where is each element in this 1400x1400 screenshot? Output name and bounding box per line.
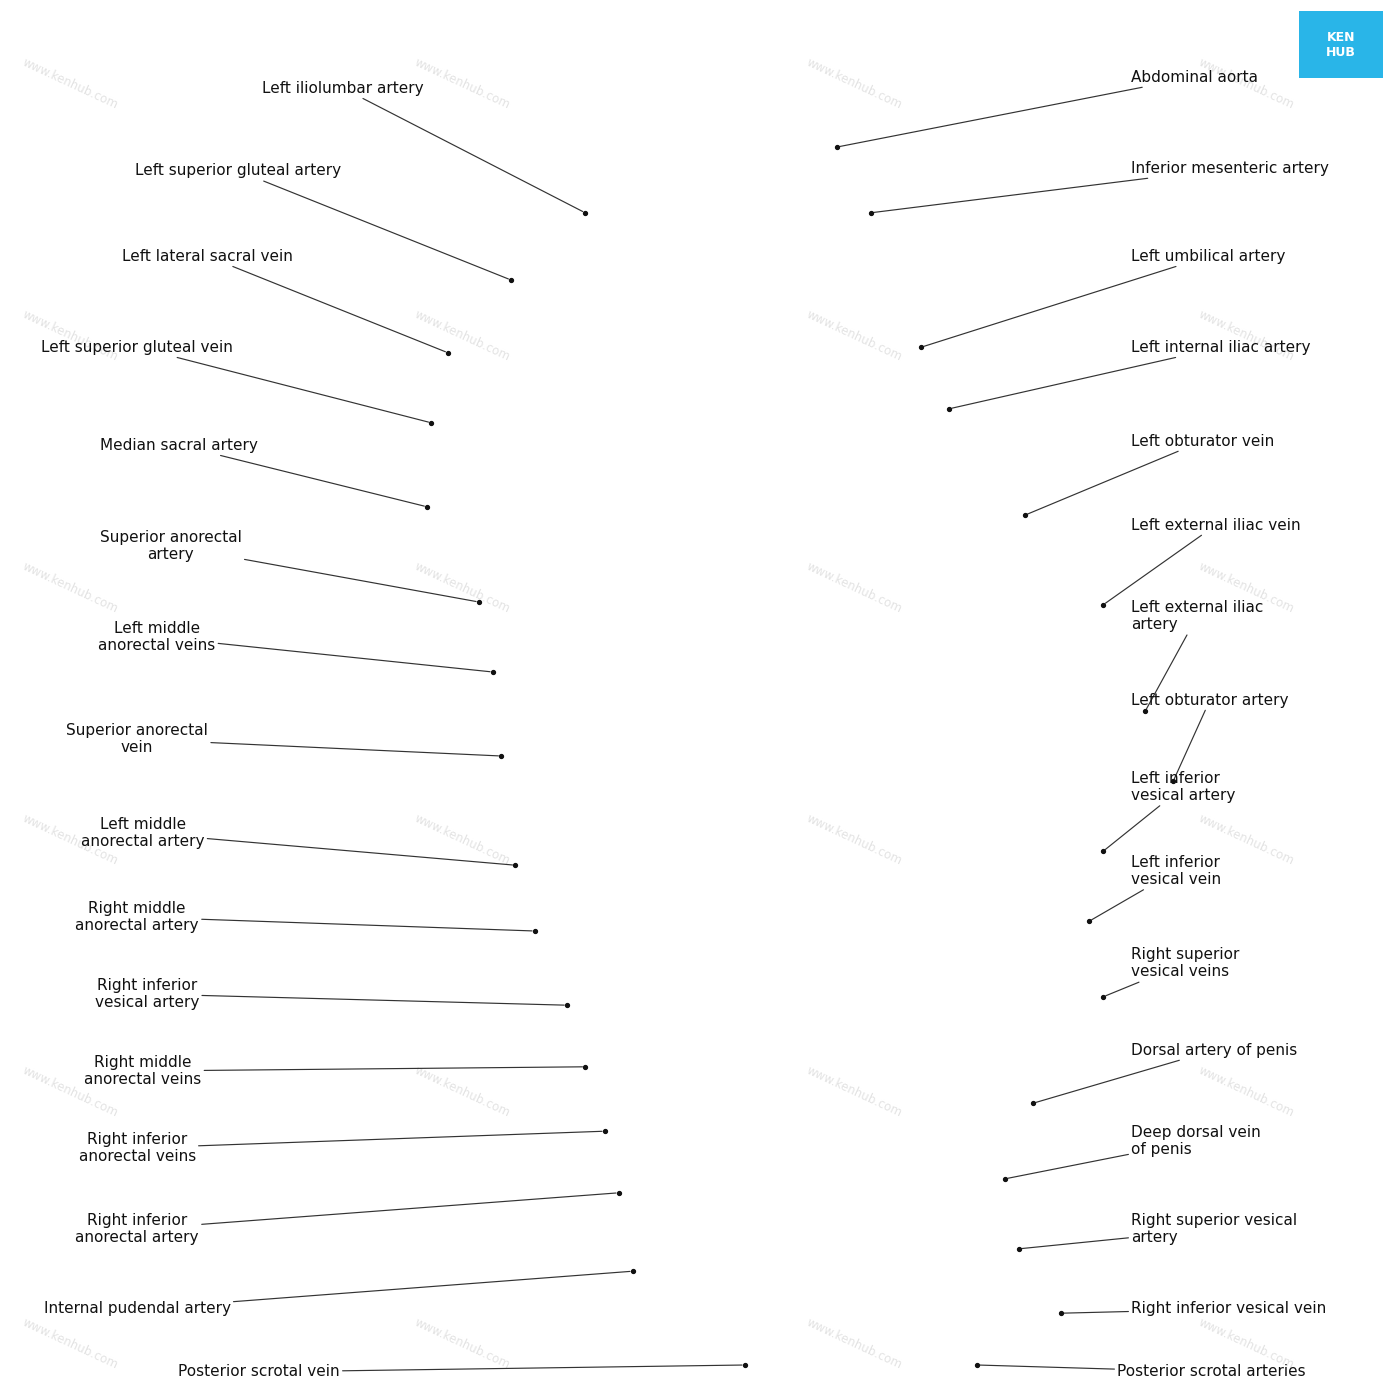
Text: www.kenhub.com: www.kenhub.com [1196,56,1296,112]
Text: Left obturator artery: Left obturator artery [1131,693,1288,778]
Text: Deep dorsal vein
of penis: Deep dorsal vein of penis [1008,1124,1261,1179]
Text: Median sacral artery: Median sacral artery [101,438,424,507]
Text: www.kenhub.com: www.kenhub.com [804,56,904,112]
Text: www.kenhub.com: www.kenhub.com [412,1316,512,1372]
Text: Right superior vesical
artery: Right superior vesical artery [1022,1212,1298,1249]
Text: www.kenhub.com: www.kenhub.com [804,560,904,616]
Text: www.kenhub.com: www.kenhub.com [20,1316,120,1372]
Text: Left obturator vein: Left obturator vein [1028,434,1274,514]
Text: Right inferior
anorectal artery: Right inferior anorectal artery [76,1193,616,1246]
Text: Posterior scrotal arteries: Posterior scrotal arteries [980,1365,1306,1379]
Text: Superior anorectal
vein: Superior anorectal vein [66,722,498,756]
Text: www.kenhub.com: www.kenhub.com [412,56,512,112]
Text: Right inferior
anorectal veins: Right inferior anorectal veins [78,1131,602,1165]
FancyBboxPatch shape [1299,11,1383,78]
Text: www.kenhub.com: www.kenhub.com [1196,308,1296,364]
Text: www.kenhub.com: www.kenhub.com [412,1064,512,1120]
Text: www.kenhub.com: www.kenhub.com [1196,1316,1296,1372]
Text: www.kenhub.com: www.kenhub.com [20,1064,120,1120]
Text: Right superior
vesical veins: Right superior vesical veins [1106,946,1239,995]
Text: www.kenhub.com: www.kenhub.com [20,812,120,868]
Text: Left external iliac vein: Left external iliac vein [1106,518,1301,603]
Text: Superior anorectal
artery: Superior anorectal artery [99,529,476,602]
Text: www.kenhub.com: www.kenhub.com [20,56,120,112]
Text: Right middle
anorectal veins: Right middle anorectal veins [84,1054,582,1088]
Text: Left middle
anorectal veins: Left middle anorectal veins [98,620,490,672]
Text: Internal pudendal artery: Internal pudendal artery [43,1271,630,1316]
Text: Inferior mesenteric artery: Inferior mesenteric artery [874,161,1329,213]
Text: Left inferior
vesical artery: Left inferior vesical artery [1106,770,1236,850]
Text: Dorsal artery of penis: Dorsal artery of penis [1036,1043,1298,1102]
Text: www.kenhub.com: www.kenhub.com [412,560,512,616]
Text: www.kenhub.com: www.kenhub.com [412,812,512,868]
Text: www.kenhub.com: www.kenhub.com [804,1064,904,1120]
Text: Left superior gluteal vein: Left superior gluteal vein [41,340,428,423]
Text: Left internal iliac artery: Left internal iliac artery [952,340,1310,409]
Text: Right middle
anorectal artery: Right middle anorectal artery [76,900,532,934]
Text: Left iliolumbar artery: Left iliolumbar artery [262,81,582,211]
Text: Abdominal aorta: Abdominal aorta [840,70,1259,147]
Text: www.kenhub.com: www.kenhub.com [804,308,904,364]
Text: KEN
HUB: KEN HUB [1326,31,1357,59]
Text: Left external iliac
artery: Left external iliac artery [1131,599,1264,708]
Text: Left inferior
vesical vein: Left inferior vesical vein [1092,854,1221,920]
Text: Left umbilical artery: Left umbilical artery [924,249,1285,346]
Text: www.kenhub.com: www.kenhub.com [804,1316,904,1372]
Text: www.kenhub.com: www.kenhub.com [20,560,120,616]
Text: Left middle
anorectal artery: Left middle anorectal artery [81,816,512,865]
Text: Right inferior vesical vein: Right inferior vesical vein [1064,1302,1326,1316]
Text: www.kenhub.com: www.kenhub.com [804,812,904,868]
Text: www.kenhub.com: www.kenhub.com [1196,1064,1296,1120]
Text: www.kenhub.com: www.kenhub.com [412,308,512,364]
Text: Left lateral sacral vein: Left lateral sacral vein [122,249,445,351]
Text: Posterior scrotal vein: Posterior scrotal vein [178,1365,742,1379]
Text: www.kenhub.com: www.kenhub.com [1196,812,1296,868]
Text: Left superior gluteal artery: Left superior gluteal artery [134,164,508,279]
Text: Right inferior
vesical artery: Right inferior vesical artery [95,977,564,1011]
Text: www.kenhub.com: www.kenhub.com [20,308,120,364]
Text: www.kenhub.com: www.kenhub.com [1196,560,1296,616]
